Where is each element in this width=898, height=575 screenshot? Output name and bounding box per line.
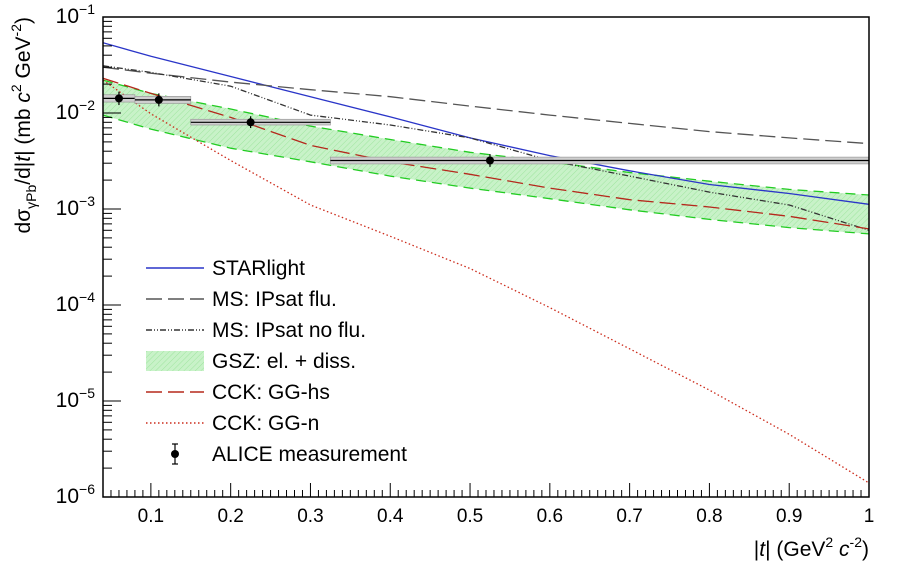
svg-text:CCK: GG-hs: CCK: GG-hs <box>212 381 330 404</box>
plot-area <box>103 42 869 484</box>
svg-text:GSZ: el. + diss.: GSZ: el. + diss. <box>212 350 356 373</box>
svg-text:STARlight: STARlight <box>212 257 305 280</box>
svg-text:CCK: GG-n: CCK: GG-n <box>212 412 319 435</box>
series-line-1 <box>103 66 869 145</box>
legend-entry-4: CCK: GG-hs <box>146 381 330 404</box>
x-tick-label: 0.5 <box>457 506 483 527</box>
band-gsz-lower-edge <box>103 114 869 235</box>
legend-entry-2: MS: IPsat no flu. <box>146 319 366 342</box>
svg-text:ALICE measurement: ALICE measurement <box>212 443 407 466</box>
legend: STARlight MS: IPsat flu. MS: IPsat no flu.… <box>146 257 407 466</box>
y-tick-label: 10−3 <box>56 193 96 220</box>
series-line-4 <box>103 79 869 484</box>
svg-text:MS: IPsat flu.: MS: IPsat flu. <box>212 288 337 311</box>
x-tick-label: 0.7 <box>616 506 642 527</box>
y-tick-label: 10−2 <box>56 97 96 124</box>
x-tick-label: 0.4 <box>377 506 404 527</box>
x-axis-label: |t| (GeV2 c-2) <box>754 534 869 561</box>
y-tick-label: 10−6 <box>56 481 96 508</box>
data-point-3 <box>330 154 869 167</box>
legend-entry-6: ALICE measurement <box>171 443 407 466</box>
x-tick-label: 0.3 <box>297 506 323 527</box>
y-axis-label: dσγPb/d|t| (mb c2 GeV-2) <box>8 17 39 233</box>
x-tick-label: 0.2 <box>217 506 243 527</box>
svg-text:MS: IPsat no flu.: MS: IPsat no flu. <box>212 319 366 342</box>
data-point-2 <box>190 116 331 128</box>
y-tick-label: 10−5 <box>56 385 96 412</box>
data-point-0 <box>103 91 136 106</box>
legend-entry-0: STARlight <box>146 257 305 280</box>
legend-entry-3: GSZ: el. + diss. <box>146 350 356 373</box>
legend-entry-5: CCK: GG-n <box>146 412 319 435</box>
band-gsz-upper-edge <box>103 79 869 196</box>
legend-entry-1: MS: IPsat flu. <box>146 288 337 311</box>
x-tick-label: 1 <box>864 506 875 527</box>
x-tick-label: 0.1 <box>138 506 164 527</box>
y-tick-label: 10−4 <box>56 289 96 316</box>
axes: 0.1 0.2 0.3 0.4 0.5 0.6 0.7 0.8 0.9 1 10−6 10−5 10−4… <box>56 1 875 527</box>
x-tick-label: 0.6 <box>537 506 563 527</box>
series-line-3 <box>103 77 869 230</box>
x-tick-label: 0.8 <box>696 506 722 527</box>
data-point-1 <box>134 93 192 107</box>
series-line-2 <box>103 65 869 231</box>
y-tick-label: 10−1 <box>56 1 96 28</box>
x-tick-label: 0.9 <box>776 506 802 527</box>
